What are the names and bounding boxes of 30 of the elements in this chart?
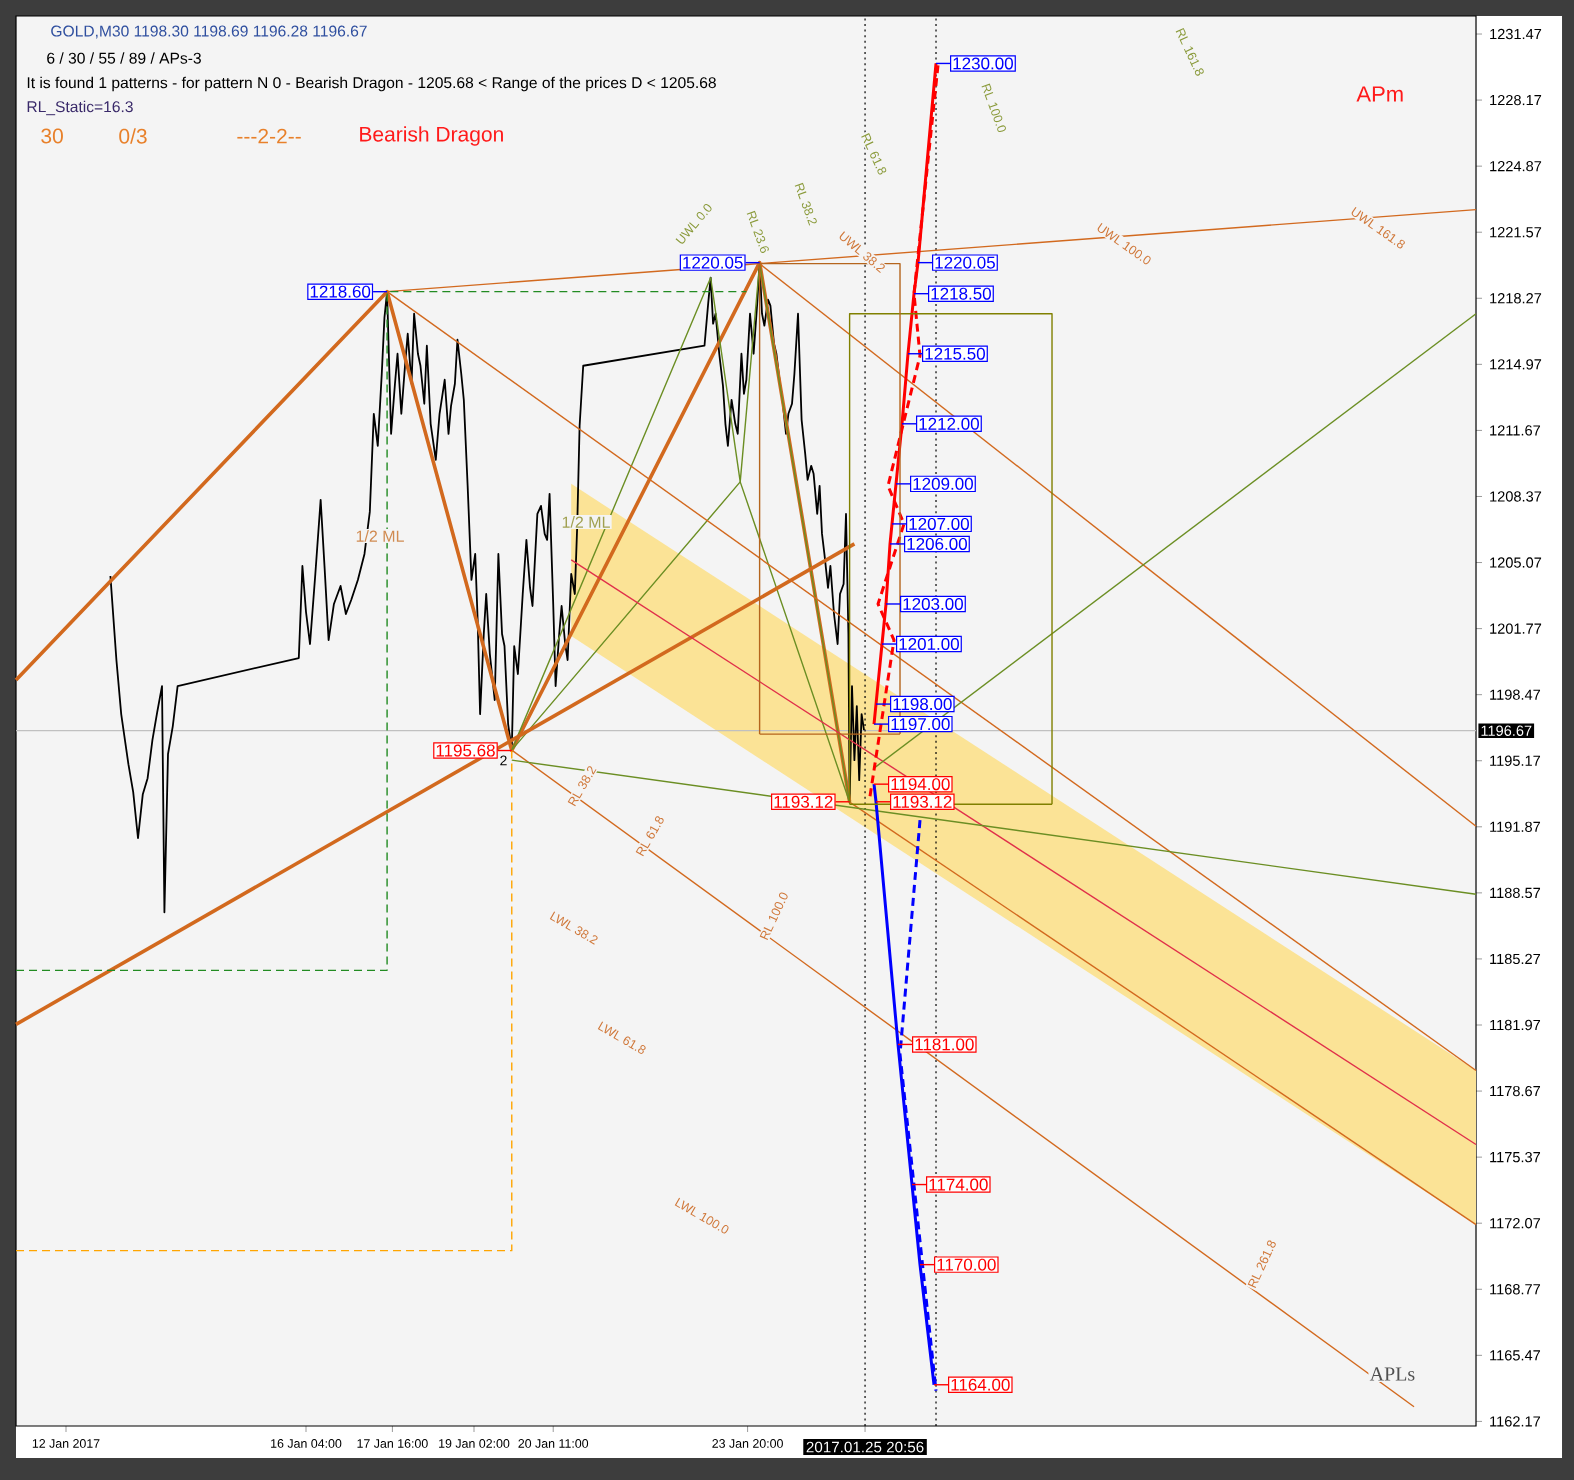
data-label: 1195.68 <box>436 744 495 757</box>
annotation: ---2-2-- <box>237 128 301 144</box>
annotation: 1/2 ML <box>562 516 610 528</box>
data-label: 1170.00 <box>937 1258 996 1271</box>
data-label: 1198.00 <box>893 698 952 711</box>
data-label: 1220.05 <box>935 256 995 269</box>
data-label: 1193.12 <box>893 795 952 808</box>
data-label: 1193.12 <box>774 795 833 808</box>
annotation: 1/2 ML <box>356 530 404 542</box>
data-label: 1218.60 <box>310 285 371 298</box>
data-label: 1194.00 <box>891 778 950 791</box>
annotation: Bearish Dragon <box>360 126 503 146</box>
data-label: 1212.00 <box>919 417 979 430</box>
data-label: 1174.00 <box>929 1178 988 1191</box>
data-label: 1181.00 <box>915 1038 974 1051</box>
data-label: 1203.00 <box>903 597 963 610</box>
data-label: 1206.00 <box>907 537 967 550</box>
data-label: 1209.00 <box>913 477 973 490</box>
data-label: 1220.05 <box>683 256 743 269</box>
data-label: 1197.00 <box>891 718 950 731</box>
annotation: 0/3 <box>119 128 147 144</box>
data-label: 1164.00 <box>951 1378 1010 1391</box>
annotation: 30 <box>41 128 63 144</box>
data-label: 1218.50 <box>931 287 991 300</box>
data-label: 1230.00 <box>953 57 1013 70</box>
data-label: 1201.00 <box>899 638 959 651</box>
data-label: 1207.00 <box>909 517 969 530</box>
data-label: 1215.50 <box>925 347 985 360</box>
annotation: APLs <box>1369 1367 1415 1381</box>
annotation: APm <box>1356 86 1403 102</box>
